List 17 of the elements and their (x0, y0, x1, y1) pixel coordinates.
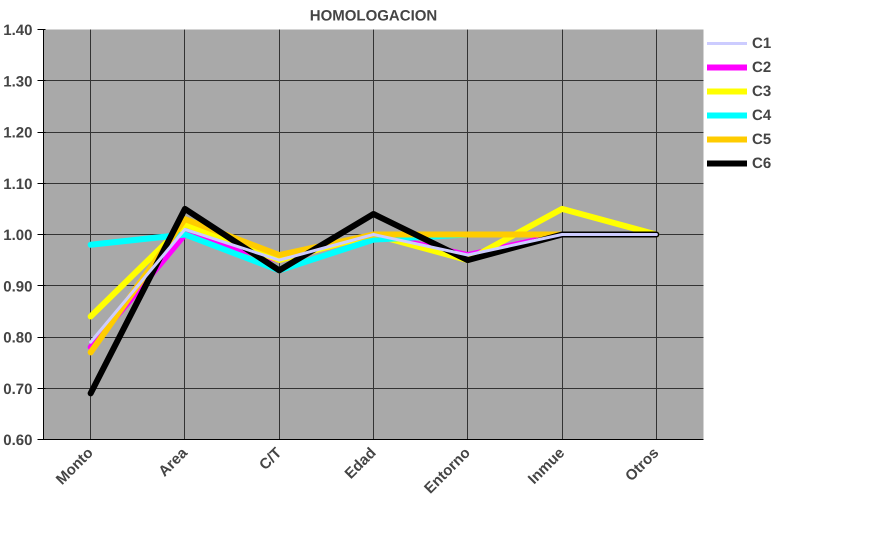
y-tick-label: 0.60 (3, 432, 33, 449)
y-tick-label: 1.00 (3, 227, 33, 244)
y-tick-label: 1.10 (3, 176, 33, 193)
x-tick-label: C/T (256, 444, 286, 474)
y-tick-label: 1.40 (3, 22, 33, 39)
legend-label: C4 (752, 106, 772, 124)
y-tick-label: 0.70 (3, 380, 33, 398)
y-tick-label: 1.30 (3, 73, 33, 90)
y-tick-label: 0.80 (3, 330, 33, 346)
legend-label: C1 (752, 34, 772, 52)
legend-label: C3 (752, 82, 772, 100)
legend-label: C5 (752, 130, 772, 148)
legend-label: C6 (752, 154, 772, 172)
y-tick-label: 0.90 (3, 278, 33, 296)
y-tick-label: 1.20 (3, 124, 33, 142)
legend-label: C2 (752, 58, 772, 76)
chart-title: HOMOLOGACION (310, 8, 438, 24)
